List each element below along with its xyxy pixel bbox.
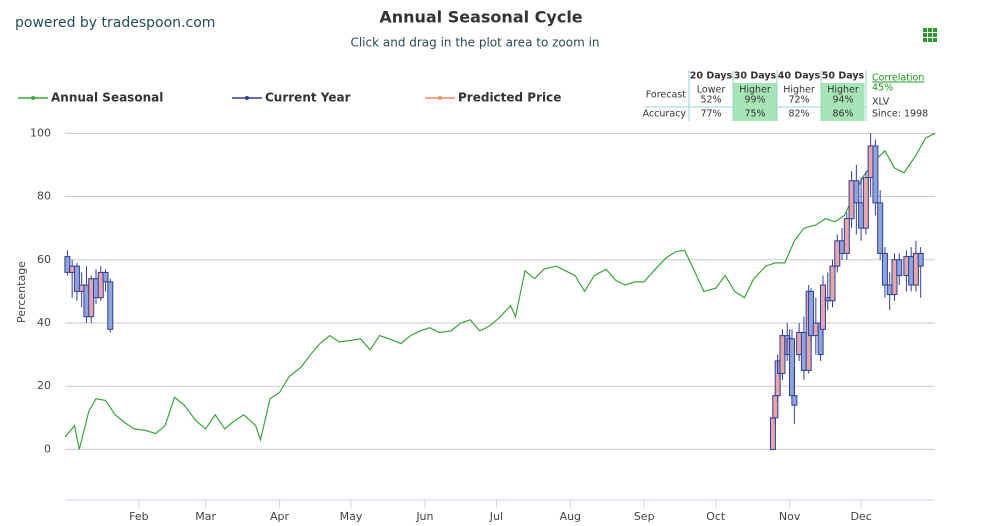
table-highlight	[821, 83, 865, 121]
x-tick-label: Aug	[560, 510, 581, 523]
legend-marker	[438, 96, 442, 100]
candle-body	[867, 145, 874, 179]
candle-body	[800, 331, 807, 371]
chart-title: Annual Seasonal Cycle	[379, 8, 582, 27]
candle-body	[772, 395, 779, 419]
since: Since: 1998	[872, 109, 928, 120]
x-tick-label: Oct	[706, 510, 726, 523]
candle-body	[97, 271, 104, 299]
candle-body	[843, 218, 850, 254]
y-tick-label: 100	[30, 126, 51, 139]
legend-label: Current Year	[265, 91, 351, 105]
candle-body	[788, 338, 795, 397]
accuracy-percent: 75%	[744, 109, 765, 120]
legend-label: Annual Seasonal	[51, 91, 163, 105]
candle-body	[912, 252, 919, 286]
table-header: 40 Days	[778, 71, 821, 82]
seasonal-line	[64, 132, 936, 450]
legend-marker	[31, 96, 35, 100]
candle-body	[83, 284, 90, 318]
legend-item: Current Year	[232, 91, 351, 105]
accuracy-percent: 82%	[788, 109, 809, 120]
accuracy-percent: 86%	[832, 109, 853, 120]
candle-body	[891, 259, 898, 296]
correlation-value: 45%	[872, 83, 893, 94]
candle-body	[88, 278, 95, 318]
forecast-percent: 52%	[700, 95, 721, 106]
candle-body	[73, 265, 80, 292]
y-tick-label: 80	[37, 190, 51, 203]
candle-body	[858, 202, 865, 229]
ticker: XLV	[872, 97, 890, 108]
candle-body	[824, 297, 831, 302]
x-tick-label: Nov	[779, 510, 801, 523]
chart-subtitle: Click and drag in the plot area to zoom …	[350, 36, 599, 50]
forecast-direction: Higher	[739, 85, 771, 96]
x-tick-label: Dec	[850, 510, 871, 523]
candle-body	[877, 202, 884, 254]
x-tick-label: Jun	[415, 510, 433, 523]
forecast-percent: 99%	[744, 95, 765, 106]
x-tick-label: Feb	[129, 510, 148, 523]
candle-body	[808, 290, 815, 337]
candle-body	[64, 256, 71, 273]
x-tick-label: Jul	[489, 510, 503, 523]
candle-body	[834, 240, 841, 267]
y-tick-label: 0	[44, 442, 51, 455]
table-row-label: Accuracy	[643, 109, 687, 120]
legend-marker	[245, 96, 249, 100]
accuracy-percent: 77%	[700, 109, 721, 120]
table-row-label: Forecast	[646, 90, 686, 101]
legend-label: Predicted Price	[458, 91, 561, 105]
table-header: 20 Days	[690, 71, 733, 82]
x-tick-label: Apr	[270, 510, 290, 523]
legend-item: Annual Seasonal	[18, 91, 163, 105]
forecast-percent: 72%	[788, 95, 809, 106]
candle-body	[872, 145, 879, 204]
x-tick-label: Mar	[195, 510, 216, 523]
candle-body	[839, 240, 846, 254]
candle-body	[819, 284, 826, 330]
x-tick-label: Sep	[634, 510, 655, 523]
candle-body	[791, 395, 798, 406]
table-header: 30 Days	[734, 71, 777, 82]
y-tick-label: 40	[37, 316, 51, 329]
candle-body	[903, 256, 910, 277]
y-tick-label: 60	[37, 253, 51, 266]
candle-body	[917, 252, 924, 267]
candle-body	[896, 259, 903, 277]
candle-body	[829, 265, 836, 302]
candle-body	[908, 256, 915, 286]
forecast-direction: Lower	[697, 85, 726, 96]
x-tick-label: May	[340, 510, 363, 523]
candle-body	[107, 281, 114, 330]
candle-body	[862, 177, 869, 229]
forecast-percent: 94%	[832, 95, 853, 106]
candle-body	[102, 271, 109, 283]
table-highlight	[733, 83, 777, 121]
candle-body	[853, 180, 860, 204]
candle-body	[78, 284, 85, 292]
legend-item: Predicted Price	[425, 91, 561, 105]
candle-body	[848, 180, 855, 220]
candle-body	[812, 322, 819, 337]
y-axis-label: Percentage	[15, 261, 28, 323]
candle-body	[886, 284, 893, 296]
correlation-link[interactable]: Correlation	[872, 73, 924, 84]
brand: powered by tradespoon.com	[15, 15, 215, 31]
candle-body	[69, 265, 76, 273]
candle-body	[796, 331, 803, 356]
candle-body	[779, 335, 786, 375]
menu-icon[interactable]	[923, 28, 937, 42]
table-header: 50 Days	[822, 71, 865, 82]
forecast-direction: Higher	[827, 85, 859, 96]
candle-body	[769, 417, 776, 450]
forecast-direction: Higher	[783, 85, 815, 96]
candles	[64, 133, 924, 450]
candle-body	[881, 252, 888, 286]
candle-body	[92, 278, 99, 299]
y-tick-label: 20	[37, 379, 51, 392]
